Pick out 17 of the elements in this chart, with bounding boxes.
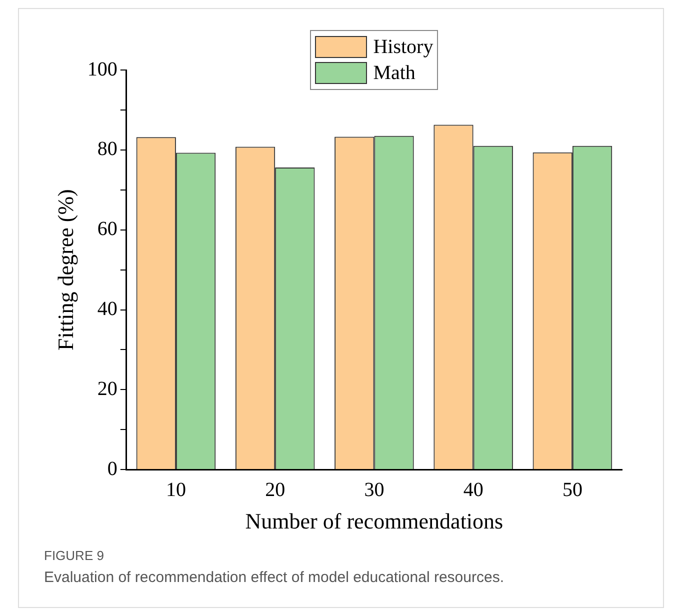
- text: Evaluation of recommendation effect of model educational resources.: [44, 569, 505, 586]
- y-tick-label: 20: [97, 378, 118, 400]
- x-tick-label: 30: [364, 478, 384, 501]
- y-tick-label: 80: [97, 138, 118, 160]
- x-tick-label: 40: [463, 478, 484, 501]
- legend-label: Math: [373, 62, 416, 84]
- y-tick-label: 0: [107, 458, 118, 480]
- x-tick-label: 20: [265, 478, 286, 501]
- x-tick-label: 10: [166, 478, 186, 501]
- y-axis-title: Fitting degree (%): [52, 189, 78, 350]
- caption: FIGURE 9: [44, 548, 105, 563]
- y-tick-label: 40: [97, 298, 118, 320]
- x-axis-title: Number of recommendations: [245, 508, 504, 534]
- y-tick-label: 100: [87, 58, 118, 80]
- y-tick-label: 60: [97, 218, 118, 240]
- x-tick-label: 50: [562, 478, 582, 501]
- legend-label: History: [373, 36, 434, 58]
